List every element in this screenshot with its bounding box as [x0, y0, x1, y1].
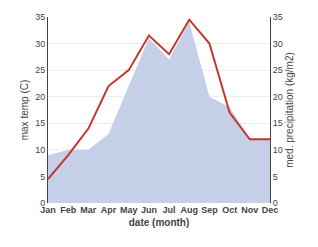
svg-text:5: 5 [273, 172, 278, 182]
svg-text:30: 30 [273, 39, 283, 49]
svg-text:max temp (C): max temp (C) [19, 80, 30, 141]
svg-text:Jan: Jan [40, 205, 56, 215]
svg-text:Dec: Dec [262, 205, 279, 215]
svg-text:Aug: Aug [181, 205, 199, 215]
svg-text:Nov: Nov [241, 205, 258, 215]
svg-text:30: 30 [35, 39, 45, 49]
svg-text:Apr: Apr [101, 205, 117, 215]
svg-text:5: 5 [40, 172, 45, 182]
svg-text:35: 35 [273, 12, 283, 22]
svg-text:20: 20 [35, 92, 45, 102]
svg-text:20: 20 [273, 92, 283, 102]
svg-text:10: 10 [273, 145, 283, 155]
svg-text:date (month): date (month) [129, 217, 190, 228]
svg-text:35: 35 [35, 12, 45, 22]
svg-text:Jul: Jul [163, 205, 176, 215]
svg-text:0: 0 [40, 198, 45, 208]
svg-text:0: 0 [273, 198, 278, 208]
svg-text:Feb: Feb [60, 205, 77, 215]
svg-text:15: 15 [273, 118, 283, 128]
svg-text:25: 25 [35, 65, 45, 75]
svg-text:25: 25 [273, 65, 283, 75]
svg-text:10: 10 [35, 145, 45, 155]
svg-text:Sep: Sep [201, 205, 218, 215]
svg-text:med. precipitation (kg/m2): med. precipitation (kg/m2) [284, 52, 295, 168]
svg-text:Jun: Jun [141, 205, 157, 215]
svg-text:May: May [120, 205, 138, 215]
svg-text:15: 15 [35, 118, 45, 128]
svg-text:Oct: Oct [222, 205, 237, 215]
svg-text:Mar: Mar [80, 205, 97, 215]
